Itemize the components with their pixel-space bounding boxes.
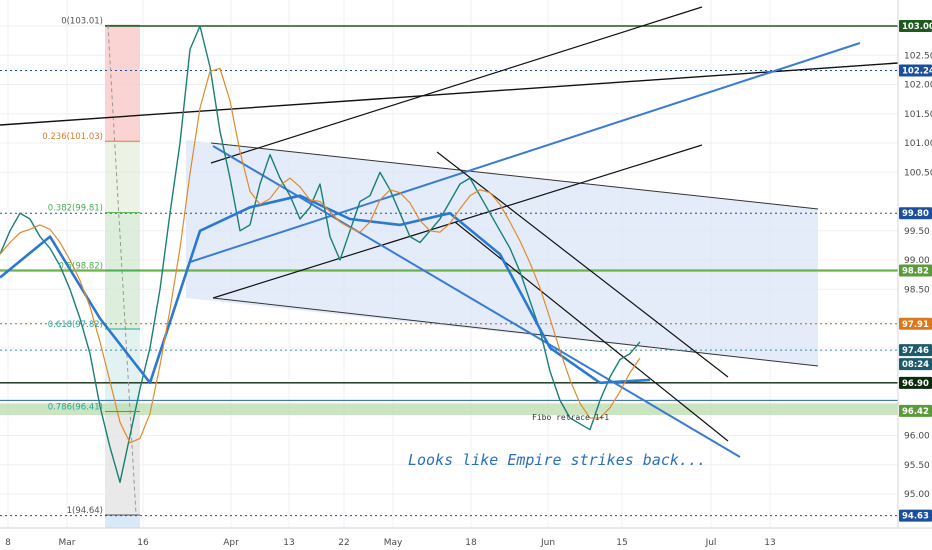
- trend-line-3: [189, 42, 861, 263]
- fib-zone-red: [105, 25, 140, 142]
- price-badge-0: [899, 20, 932, 32]
- price-badge-label-7: 96.90: [902, 379, 929, 389]
- price-badge-label-9: 94.63: [902, 512, 929, 522]
- x-tick-5: 22: [338, 538, 349, 548]
- annotation-fibo: Fibo retrace 1+1: [532, 413, 609, 422]
- fib-label-6: 1(94.64): [67, 506, 103, 516]
- price-badge-3: [899, 264, 932, 277]
- support-band: [0, 403, 898, 416]
- y-tick-3: 101.50: [904, 110, 932, 120]
- x-tick-0: 8: [5, 538, 11, 548]
- series-0: [0, 25, 641, 483]
- price-badge-6: [899, 358, 932, 371]
- price-badge-7: [899, 376, 932, 389]
- y-tick-1: 102.50: [904, 51, 932, 61]
- x-tick-6: May: [384, 538, 403, 548]
- trend-line-0: [0, 62, 899, 126]
- fib-zone-teal: [105, 329, 140, 412]
- price-badge-label-3: 98.82: [902, 267, 929, 277]
- fib-zone-pale: [105, 141, 140, 213]
- x-tick-10: Jul: [705, 538, 717, 548]
- y-tick-8: 98.50: [904, 285, 930, 295]
- fib-label-4: 0.618(97.82): [48, 320, 103, 330]
- price-badge-8: [899, 404, 932, 417]
- fib-label-1: 0.236(101.03): [42, 132, 103, 142]
- x-axis-bg: [0, 528, 932, 550]
- ma-orange: [0, 67, 641, 444]
- price-badge-4: [899, 317, 932, 330]
- channel-fill: [186, 140, 818, 366]
- trend-line-6: [212, 145, 741, 458]
- trend-line-4: [436, 151, 729, 378]
- y-tick-4: 101.00: [904, 139, 932, 149]
- fib-label-3: 0.5(98.82): [59, 262, 103, 272]
- channel-top-line: [210, 142, 819, 210]
- x-tick-9: 15: [616, 538, 627, 548]
- y-tick-10: 96.00: [904, 432, 930, 442]
- price-badge-9: [899, 509, 932, 522]
- x-tick-11: 13: [764, 538, 775, 548]
- price-badge-label-1: 102.24: [902, 66, 932, 76]
- price-badge-2: [899, 207, 932, 220]
- x-tick-4: 13: [283, 538, 294, 548]
- fib-zone-blue: [105, 515, 140, 528]
- trend-line-5: [454, 221, 729, 442]
- x-tick-3: Apr: [223, 538, 239, 548]
- trend-line-1: [210, 6, 703, 164]
- price-badge-label-2: 99.80: [902, 209, 929, 219]
- x-tick-2: 16: [137, 538, 149, 548]
- x-tick-8: Jun: [540, 538, 555, 548]
- x-tick-1: Mar: [59, 538, 76, 548]
- y-tick-5: 100.50: [904, 168, 932, 178]
- price-badge-label-0: 103.00: [902, 22, 932, 32]
- y-tick-7: 99.00: [904, 256, 930, 266]
- x-tick-7: 18: [465, 538, 477, 548]
- annotation-main: Looks like Empire strikes back...: [408, 451, 706, 469]
- fib-label-0: 0(103.01): [61, 16, 103, 26]
- y-tick-11: 95.50: [904, 461, 930, 471]
- price-badge-label-4: 97.91: [902, 320, 929, 330]
- price-badge-label-5: 97.46: [902, 346, 929, 356]
- channel-bottom-line: [212, 297, 819, 367]
- price-badge-1: [899, 64, 932, 77]
- y-tick-12: 95.00: [904, 490, 930, 500]
- y-tick-6: 99.50: [904, 227, 930, 237]
- trend-line-2: [212, 144, 703, 299]
- y-tick-2: 102.00: [904, 81, 932, 91]
- fib-label-2: 0.382(99.81): [48, 204, 103, 214]
- price-badge-5: [899, 344, 932, 357]
- price-badge-label-6: 08:24: [902, 360, 929, 370]
- price-badge-label-8: 96.42: [902, 407, 929, 417]
- fib-label-5: 0.786(96.41): [48, 403, 103, 413]
